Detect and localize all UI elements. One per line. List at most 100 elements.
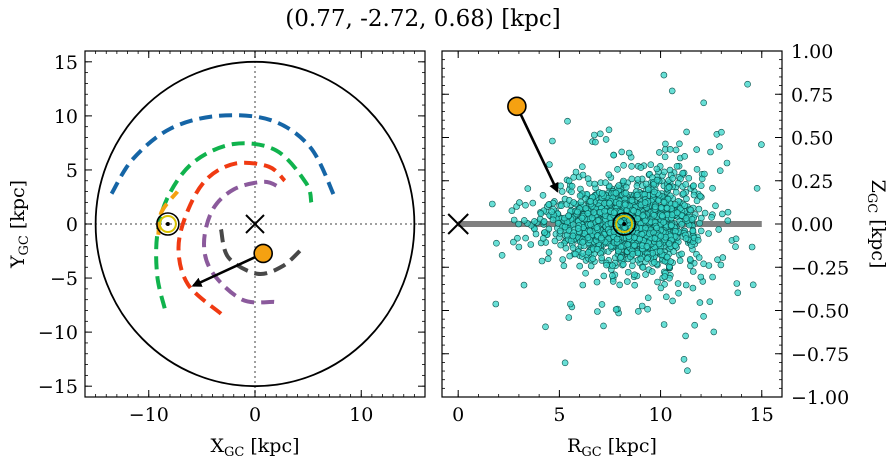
rz-ticks: 0 5 10 15 −1.00 −0.75 −0.50 −0.25 0.00 0.25 0.50 0.…: [442, 41, 849, 426]
star-point: [665, 184, 673, 191]
star-point: [637, 164, 645, 171]
star-point: [578, 214, 586, 222]
star-point: [622, 189, 630, 197]
star-point: [631, 281, 639, 289]
star-point: [586, 227, 594, 235]
star-point: [697, 273, 705, 281]
xy-plot-area: [85, 51, 425, 397]
star-point: [587, 198, 594, 205]
star-point: [690, 191, 698, 199]
star-point: [644, 255, 651, 262]
star-point: [510, 238, 517, 246]
star-point: [673, 163, 681, 170]
star-point: [753, 185, 761, 192]
star-point: [693, 146, 701, 153]
star-point: [590, 131, 598, 139]
star-point: [623, 278, 631, 285]
star-point: [554, 220, 562, 227]
star-point: [620, 162, 627, 169]
spiral-arm-purple: [201, 179, 281, 305]
star-point: [683, 128, 690, 136]
star-point: [680, 355, 688, 363]
xy-ytick-label: 0: [66, 214, 78, 236]
star-point: [663, 253, 671, 261]
rz-ytick-label: 0.50: [791, 128, 833, 150]
star-point: [708, 214, 715, 221]
star-point: [616, 281, 624, 289]
star-point: [732, 235, 740, 243]
star-point: [672, 146, 680, 154]
rz-xtick-label: 5: [553, 404, 565, 426]
star-point: [660, 71, 668, 79]
star-point: [718, 128, 725, 136]
star-point: [630, 207, 638, 214]
star-point: [718, 210, 726, 218]
star-point: [658, 212, 666, 219]
star-point: [537, 210, 545, 217]
rz-ytick-label: −0.25: [791, 257, 849, 279]
star-point: [655, 240, 663, 248]
object-marker: [253, 243, 273, 264]
star-point: [538, 257, 546, 265]
star-point: [567, 300, 574, 308]
star-point: [675, 289, 682, 297]
star-point: [633, 182, 641, 190]
rz-ylabel: ZGC [kpc]: [864, 180, 887, 269]
star-point: [661, 273, 669, 280]
star-point: [590, 209, 598, 216]
xy-ytick-label: −5: [50, 268, 78, 290]
star-point: [666, 146, 674, 153]
star-point: [620, 177, 627, 185]
star-point: [579, 171, 587, 179]
star-point: [612, 306, 620, 313]
galactic-center-marker: [245, 214, 265, 234]
star-point: [540, 218, 548, 225]
rz-xlabel: RGC [kpc]: [567, 435, 657, 460]
star-point: [587, 221, 594, 228]
star-point: [655, 149, 663, 156]
star-point: [674, 280, 682, 287]
star-point: [558, 188, 566, 195]
star-point: [610, 151, 617, 159]
star-point: [601, 207, 609, 215]
rz-xtick-label: 0: [452, 404, 464, 426]
rz-ytick-label: −1.00: [791, 387, 849, 409]
star-point: [749, 281, 757, 289]
star-point: [700, 99, 708, 107]
xy-ylabel: YGC [kpc]: [7, 180, 32, 269]
star-point: [589, 255, 597, 263]
star-point: [492, 300, 500, 308]
star-point: [709, 184, 716, 192]
star-point: [650, 188, 658, 196]
star-point: [642, 180, 650, 188]
star-point: [693, 166, 701, 173]
star-point: [539, 192, 547, 199]
star-point: [598, 301, 606, 308]
sun-marker: [156, 212, 180, 236]
star-point: [758, 141, 765, 148]
star-point: [520, 217, 528, 224]
star-point: [565, 212, 572, 219]
star-point: [556, 227, 564, 235]
star-point: [617, 254, 624, 261]
star-point: [594, 308, 601, 315]
star-point: [602, 136, 610, 143]
star-point: [565, 177, 573, 185]
star-point: [681, 202, 689, 209]
star-point: [546, 161, 553, 168]
star-point: [628, 262, 636, 270]
star-point: [656, 247, 664, 255]
velocity-arrow: [191, 252, 264, 287]
star-point: [683, 195, 690, 203]
star-point: [529, 199, 537, 207]
star-point: [676, 257, 684, 265]
star-point: [585, 248, 592, 256]
star-point: [576, 262, 584, 270]
xy-xtick-label: 10: [349, 404, 373, 426]
star-point: [701, 170, 708, 178]
star-point: [624, 241, 632, 248]
xy-ytick-label: −10: [38, 322, 78, 344]
star-point: [653, 165, 661, 173]
star-point: [602, 179, 609, 186]
star-point: [638, 302, 646, 310]
